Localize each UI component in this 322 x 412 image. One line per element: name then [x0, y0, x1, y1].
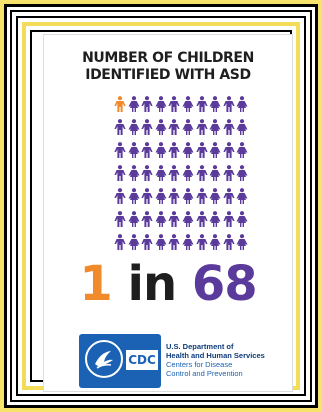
child-icon: [195, 142, 208, 158]
child-icon: [209, 96, 221, 112]
child-icon: [114, 188, 126, 204]
child-icon: [195, 188, 208, 204]
child-icon: [236, 234, 248, 250]
child-icon: [236, 96, 248, 112]
child-icon: [223, 234, 235, 250]
child-icon: [195, 211, 208, 227]
child-icon: [182, 142, 194, 158]
child-icon: [141, 188, 153, 204]
child-icon: [236, 211, 248, 227]
child-icon: [114, 142, 126, 158]
child-icon: [209, 165, 221, 181]
cdc-wordmark: CDC: [126, 350, 158, 370]
hhs-line2: Health and Human Services: [166, 351, 265, 360]
child-icon: [141, 234, 153, 250]
child-icon: [155, 234, 167, 250]
child-icon: [155, 165, 167, 181]
child-icon: [168, 119, 180, 135]
cdc-logo: CDC: [79, 334, 161, 388]
child-icon: [128, 142, 140, 158]
child-icon: [195, 165, 208, 181]
child-icon: [223, 188, 235, 204]
child-icon: [128, 96, 140, 112]
child-icon-highlighted: [114, 96, 126, 112]
child-icon: [182, 96, 194, 112]
child-icon: [223, 211, 235, 227]
ratio-word: in: [127, 256, 177, 312]
child-icon: [236, 119, 248, 135]
poster-title-line2: IDENTIFIED WITH ASD: [85, 67, 251, 83]
child-icon: [128, 234, 140, 250]
child-icon: [128, 188, 140, 204]
child-icon: [128, 211, 140, 227]
poster-title-line1: NUMBER OF CHILDREN: [82, 50, 254, 66]
child-icon: [209, 188, 221, 204]
ratio-total: 68: [191, 256, 258, 312]
child-icon: [128, 119, 140, 135]
child-icon: [182, 165, 194, 181]
child-icon: [168, 188, 180, 204]
child-icon: [114, 165, 126, 181]
child-icon: [236, 188, 248, 204]
child-icon: [182, 119, 194, 135]
child-icon: [141, 142, 153, 158]
child-icon: [155, 119, 167, 135]
ratio-headline: 1 in 68: [44, 256, 292, 312]
child-icon: [155, 96, 167, 112]
child-icon: [182, 188, 194, 204]
hhs-seal-icon: [85, 340, 123, 378]
child-icon: [141, 96, 153, 112]
child-icon: [155, 211, 167, 227]
cdc-line1: Centers for Disease: [166, 360, 233, 369]
child-icon: [168, 211, 180, 227]
child-icon: [155, 142, 167, 158]
child-icon: [236, 142, 248, 158]
child-icon: [195, 96, 208, 112]
child-icon: [223, 142, 235, 158]
child-icon: [168, 142, 180, 158]
child-icon: [209, 211, 221, 227]
children-icon-grid: [114, 96, 250, 250]
child-icon: [236, 165, 248, 181]
child-icon: [128, 165, 140, 181]
child-icon: [114, 211, 126, 227]
child-icon: [168, 165, 180, 181]
child-icon: [182, 211, 194, 227]
child-icon: [155, 188, 167, 204]
child-icon: [141, 165, 153, 181]
child-icon: [141, 119, 153, 135]
hhs-line1: U.S. Department of: [166, 342, 234, 351]
child-icon: [141, 211, 153, 227]
child-icon: [209, 119, 221, 135]
cdc-line2: Control and Prevention: [166, 369, 243, 378]
child-icon: [223, 165, 235, 181]
child-icon: [182, 234, 194, 250]
child-icon: [114, 234, 126, 250]
child-icon: [223, 96, 235, 112]
agency-text: U.S. Department of Health and Human Serv…: [166, 342, 292, 378]
child-icon: [195, 234, 208, 250]
ratio-number: 1: [79, 256, 112, 312]
asd-poster: NUMBER OF CHILDREN IDENTIFIED WITH ASD 1…: [44, 35, 292, 391]
poster-title: NUMBER OF CHILDREN IDENTIFIED WITH ASD: [44, 50, 292, 84]
child-icon: [114, 119, 126, 135]
child-icon: [195, 119, 208, 135]
child-icon: [209, 234, 221, 250]
child-icon: [209, 142, 221, 158]
child-icon: [223, 119, 235, 135]
child-icon: [168, 234, 180, 250]
child-icon: [168, 96, 180, 112]
